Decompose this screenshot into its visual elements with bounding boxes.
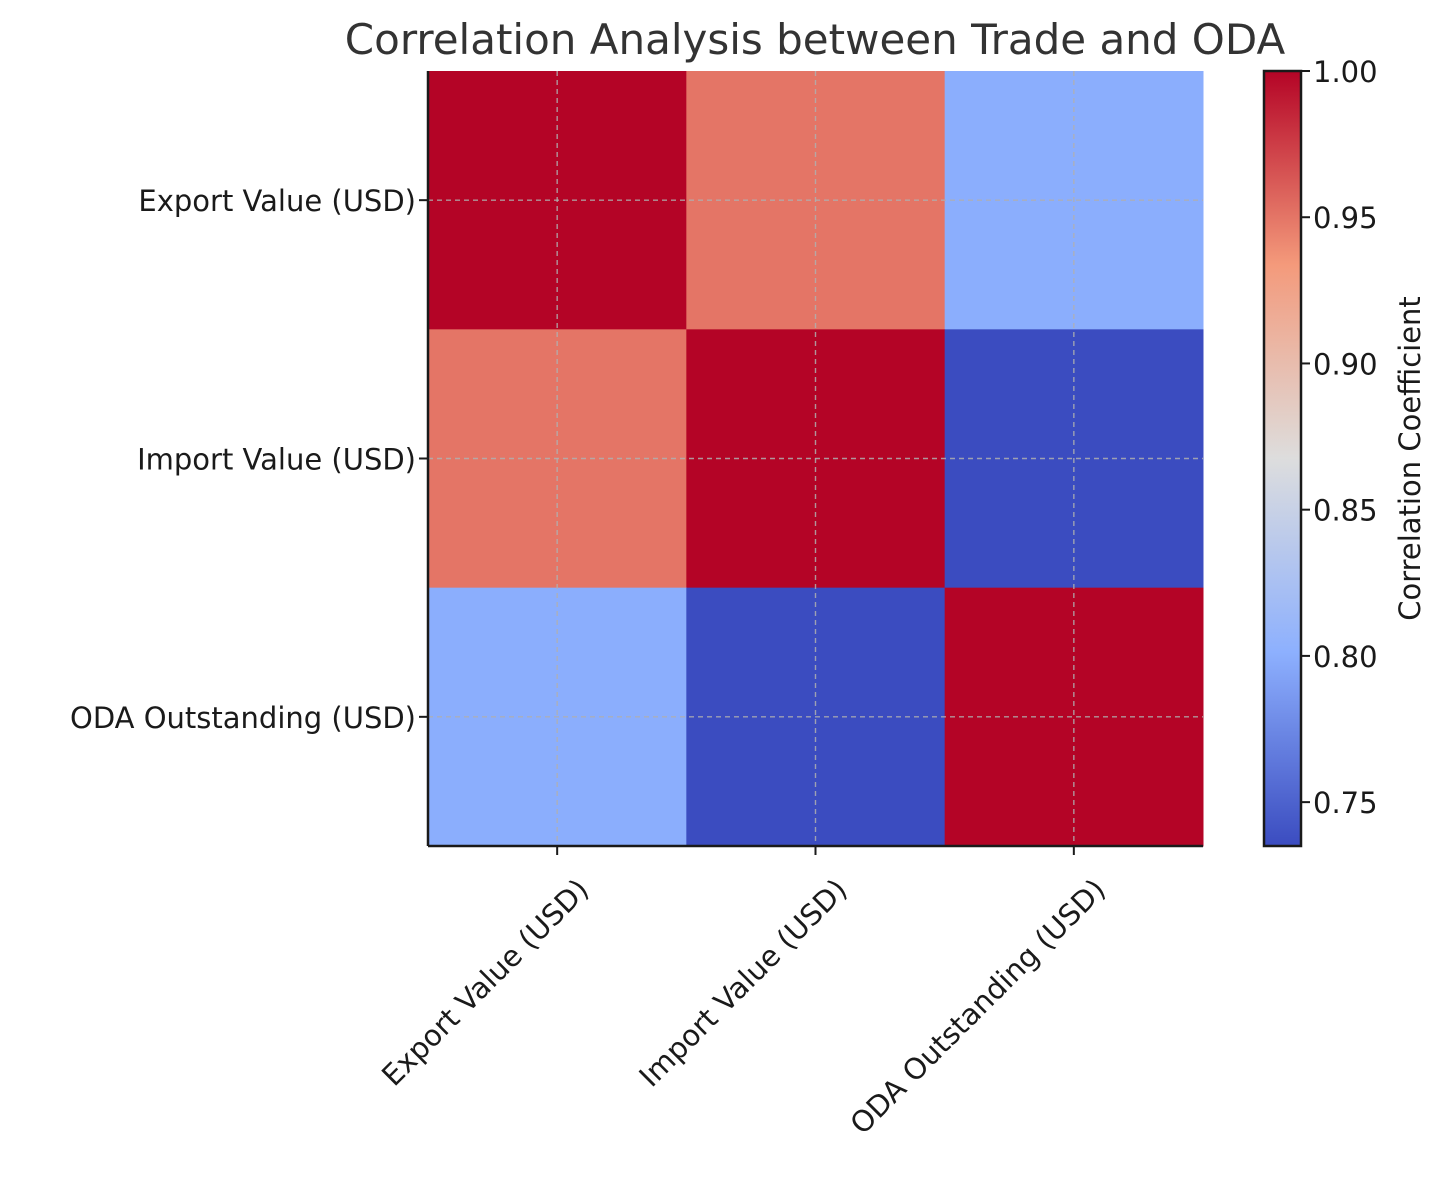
colorbar: 0.75 0.80 0.85 0.90 0.95 1.00 Correlation Coef… [1262,55,1427,848]
colorbar-gradient [1262,69,1303,848]
x-axis-ticks: Export Value (USD) Import Value (USD)ODA … [375,846,1112,1141]
colorbar-label: Correlation Coefficient [1393,296,1427,621]
colorbar-tick-label: 1.00 [1313,55,1378,89]
x-tick-label: Import Value (USD) [632,872,853,1093]
x-tick-label: ODA Outstanding (USD) [843,872,1112,1141]
heatmap-cell [944,587,1204,847]
x-tick-label: Export Value (USD) [375,872,595,1092]
chart-title: Correlation Analysis between Trade and O… [345,15,1286,64]
colorbar-tick-label: 0.95 [1313,201,1378,235]
colorbar-tick-label: 0.90 [1313,347,1378,381]
y-axis-ticks: Export Value (USD) Import Value (USD) ODA … [70,184,428,735]
colorbar-tick-label: 0.75 [1313,786,1378,820]
colorbar-tick-label: 0.85 [1313,494,1378,528]
y-tick-label: Export Value (USD) [138,184,416,218]
grid-lines [428,71,1203,846]
y-tick-label: ODA Outstanding (USD) [70,701,416,735]
colorbar-tick-label: 0.80 [1313,640,1378,674]
y-tick-label: Import Value (USD) [137,443,416,477]
